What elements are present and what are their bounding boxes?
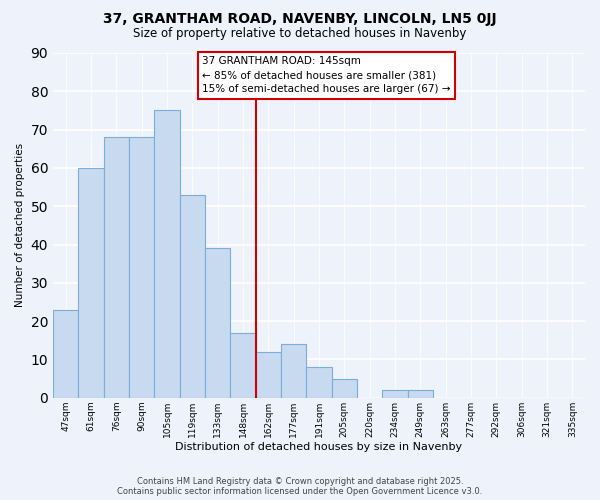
Text: 37 GRANTHAM ROAD: 145sqm
← 85% of detached houses are smaller (381)
15% of semi-: 37 GRANTHAM ROAD: 145sqm ← 85% of detach…	[202, 56, 451, 94]
Text: Contains HM Land Registry data © Crown copyright and database right 2025.
Contai: Contains HM Land Registry data © Crown c…	[118, 476, 482, 496]
Text: 37, GRANTHAM ROAD, NAVENBY, LINCOLN, LN5 0JJ: 37, GRANTHAM ROAD, NAVENBY, LINCOLN, LN5…	[103, 12, 497, 26]
Bar	[205, 248, 230, 398]
Bar	[332, 378, 357, 398]
Bar	[154, 110, 179, 398]
Bar	[382, 390, 407, 398]
Bar	[179, 194, 205, 398]
Bar	[129, 138, 154, 398]
Bar	[307, 367, 332, 398]
Bar	[230, 332, 256, 398]
Y-axis label: Number of detached properties: Number of detached properties	[15, 144, 25, 308]
Bar	[407, 390, 433, 398]
X-axis label: Distribution of detached houses by size in Navenby: Distribution of detached houses by size …	[175, 442, 463, 452]
Bar	[79, 168, 104, 398]
Text: Size of property relative to detached houses in Navenby: Size of property relative to detached ho…	[133, 28, 467, 40]
Bar	[104, 138, 129, 398]
Bar	[256, 352, 281, 398]
Bar	[281, 344, 307, 398]
Bar	[53, 310, 79, 398]
